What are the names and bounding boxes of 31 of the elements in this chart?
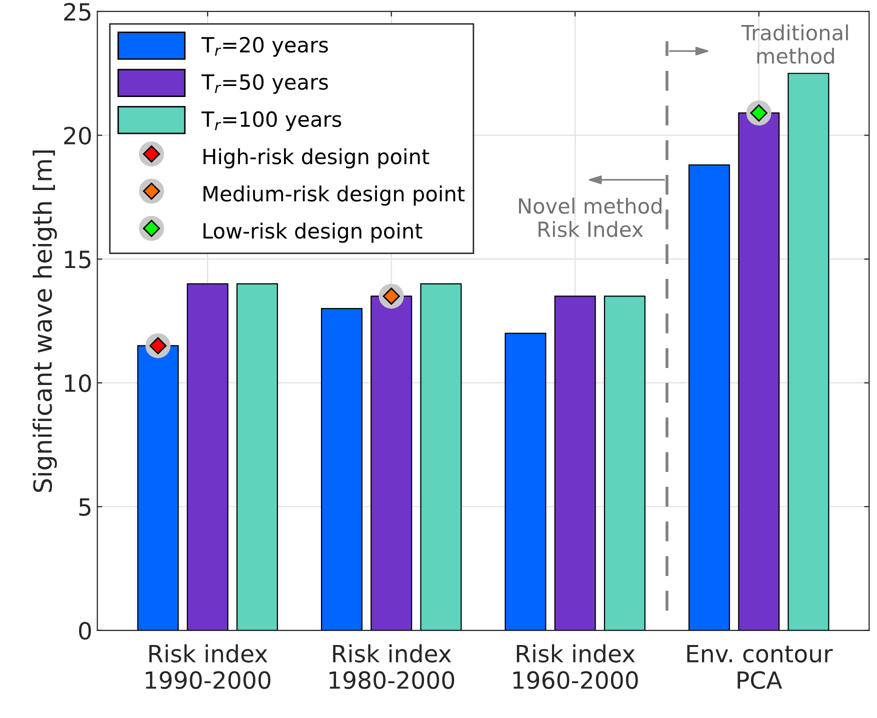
bar (186, 283, 228, 630)
y-tick-label: 15 (65, 250, 90, 268)
legend-label: T$_{r}$=100 years (201, 111, 342, 132)
bar (788, 72, 830, 630)
bar (504, 332, 546, 630)
annotation: Traditional method (741, 24, 848, 64)
x-tick-label: Risk index 1980-2000 (330, 644, 454, 690)
bar (554, 296, 596, 630)
y-tick-label: 25 (64, 2, 90, 21)
y-tick-label: 5 (79, 498, 90, 516)
bar (420, 283, 462, 630)
legend-label: High-risk design point (204, 148, 430, 168)
x-tick-label: Risk index 1990-2000 (146, 644, 270, 690)
legend-label: Low-risk design point (204, 222, 422, 243)
bar (137, 345, 179, 630)
bar (370, 296, 412, 630)
legend-label: T$_{r}$=20 years (201, 36, 328, 57)
bar (688, 164, 730, 630)
legend-label: T$_{r}$=50 years (201, 74, 328, 94)
y-tick-label: 20 (64, 126, 91, 145)
x-tick-label: Env. contour PCA (687, 645, 833, 690)
legend-label: Medium-risk design point (204, 185, 465, 206)
bar (320, 308, 363, 630)
annotation: Novel method Risk Index (519, 198, 662, 238)
x-tick-label: Risk index 1960-2000 (513, 644, 638, 690)
y-axis-title: Significant wave heigth [m] (32, 150, 57, 492)
bar (604, 296, 646, 630)
y-tick-label: 10 (65, 374, 91, 392)
bar (236, 283, 278, 630)
bar (738, 112, 780, 630)
y-tick-label: 0 (79, 622, 91, 640)
